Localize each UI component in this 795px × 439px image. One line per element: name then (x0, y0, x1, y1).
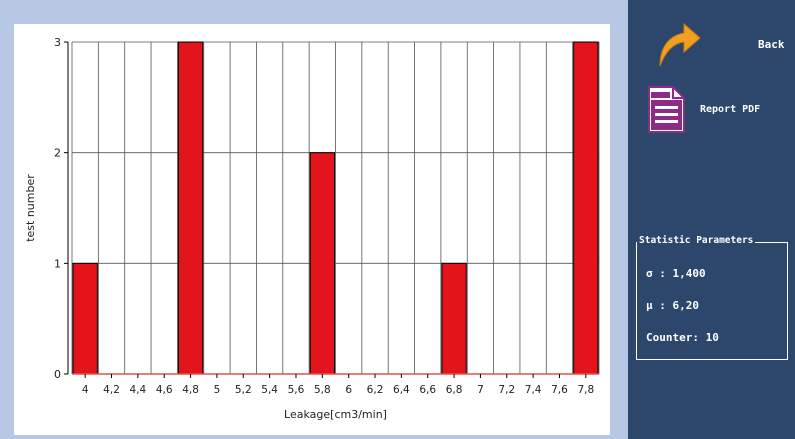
x-tick-label: 7,8 (577, 384, 594, 396)
x-tick-label: 4,6 (156, 384, 173, 396)
x-tick-label: 7,2 (498, 384, 515, 396)
histogram-bar (309, 152, 335, 375)
side-panel: Back Report PDF Statistic Parameters σ :… (628, 0, 795, 439)
chart-panel: 0 1 2 3 4 4,2 4,4 4,6 4,8 5 5,2 5,4 5,6 5,8 6 6,2 6,4 6,6… (14, 24, 610, 435)
y-tick-label: 2 (54, 147, 61, 160)
x-tick-label: 6,8 (446, 384, 463, 396)
back-label: Back (758, 38, 785, 51)
back-button[interactable]: Back (650, 16, 785, 72)
mu-value: μ : 6,20 (646, 299, 699, 312)
x-tick-label: 6,2 (367, 384, 384, 396)
curved-arrow-icon (659, 22, 701, 67)
x-tick-label: 5,8 (314, 384, 331, 396)
x-tick-label: 6,6 (419, 384, 436, 396)
document-icon (648, 86, 685, 133)
y-tick-label: 0 (54, 368, 61, 381)
chart-frame: 0 1 2 3 4 4,2 4,4 4,6 4,8 5 5,2 5,4 5,6 5,8 6 6,2 6,4 6,6… (0, 0, 628, 439)
counter-value: Counter: 10 (646, 331, 719, 344)
x-tick-label: 7,6 (551, 384, 568, 396)
statistic-parameters-title: Statistic Parameters (637, 235, 756, 246)
x-tick-label: 4,4 (130, 384, 147, 396)
histogram-chart: 0 1 2 3 4 4,2 4,4 4,6 4,8 5 5,2 5,4 5,6 5,8 6 6,2 6,4 6,6… (24, 36, 600, 421)
x-tick-label: 7 (477, 384, 484, 396)
y-tick-label: 1 (54, 257, 61, 270)
x-tick-label: 4,2 (103, 384, 120, 396)
x-tick-label: 5,4 (261, 384, 278, 396)
histogram-bar (177, 41, 204, 375)
report-pdf-label: Report PDF (700, 104, 761, 115)
statistic-parameters-box: Statistic Parameters σ : 1,400 μ : 6,20 … (636, 235, 788, 360)
sigma-value: σ : 1,400 (646, 267, 706, 280)
histogram-bar (573, 41, 599, 375)
x-tick-label: 4 (82, 384, 89, 396)
y-axis-label: test number (24, 174, 37, 242)
x-tick-label: 5,6 (288, 384, 305, 396)
x-tick-label: 7,4 (525, 384, 542, 396)
x-tick-label: 5,2 (235, 384, 252, 396)
histogram-bar (441, 262, 467, 375)
x-tick-label: 4,8 (182, 384, 199, 396)
y-tick-label: 3 (54, 36, 61, 49)
x-tick-label: 6 (345, 384, 352, 396)
histogram-bar (72, 262, 98, 375)
x-axis-label: Leakage[cm3/min] (284, 408, 387, 421)
x-tick-label: 6,4 (393, 384, 410, 396)
x-tick-label: 5 (214, 384, 221, 396)
report-pdf-button[interactable]: Report PDF (646, 84, 791, 136)
